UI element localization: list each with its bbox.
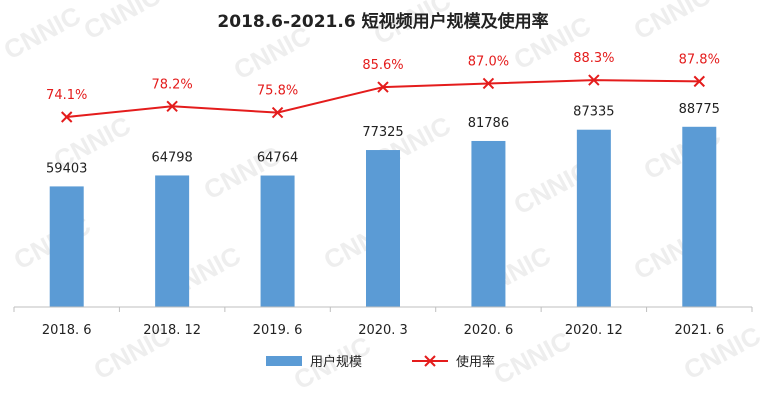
- usage-rate-label-5: 87.0%: [468, 54, 509, 69]
- chart-title: 2018.6-2021.6 短视频用户规模及使用率: [217, 11, 548, 32]
- x-tick-label-3: 2019. 6: [253, 323, 303, 338]
- marker-stroke: [61, 111, 73, 123]
- bar-value-label-1: 59403: [46, 161, 87, 176]
- watermark-text: CNNIC: [0, 0, 86, 65]
- legend-line-label: 使用率: [456, 354, 495, 370]
- legend-bar-label: 用户规模: [310, 354, 362, 370]
- bar-series: 59403 64798 64764 77325 81786 87335 88775: [46, 102, 720, 308]
- bar-4: [366, 150, 400, 307]
- bar-value-label-3: 64764: [257, 151, 298, 166]
- x-tick-label-5: 2020. 6: [464, 323, 514, 338]
- marker-stroke: [271, 106, 284, 119]
- marker-stroke: [377, 81, 389, 93]
- usage-rate-marker-4: [377, 81, 389, 93]
- usage-rate-label-6: 88.3%: [573, 51, 614, 66]
- x-axis: 2018. 6 2018. 12 2019. 6 2020. 3 2020. 6 2020…: [13, 306, 753, 338]
- usage-rate-label-3: 75.8%: [257, 84, 298, 99]
- bar-1: [49, 186, 84, 307]
- bar-3: [260, 175, 295, 307]
- marker-stroke: [482, 77, 495, 90]
- bar-5: [471, 140, 506, 307]
- legend-bar-swatch: [266, 356, 302, 366]
- watermark-text: CNNIC: [629, 0, 716, 45]
- legend: 用户规模 使用率: [266, 354, 495, 370]
- bar-2: [155, 175, 190, 307]
- x-tick-label-4: 2020. 3: [358, 323, 408, 338]
- bar-value-label-5: 81786: [468, 116, 509, 131]
- usage-rate-label-2: 78.2%: [151, 77, 192, 92]
- bar-value-label-4: 77325: [362, 125, 403, 140]
- usage-rate-marker-1: [61, 111, 73, 123]
- usage-rate-marker-6: [588, 74, 600, 86]
- x-tick-label-2: 2018. 12: [143, 323, 201, 338]
- watermark-text: CNNIC: [79, 0, 166, 45]
- marker-stroke: [166, 100, 178, 113]
- legend-line-marker: [424, 355, 436, 367]
- usage-rate-label-1: 74.1%: [46, 88, 87, 103]
- usage-rate-marker-7: [693, 75, 705, 88]
- bar-7: [682, 126, 717, 308]
- bar-value-label-7: 88775: [679, 102, 720, 117]
- usage-rate-label-7: 87.8%: [679, 52, 720, 67]
- x-tick-label-6: 2020. 12: [565, 323, 623, 338]
- marker-stroke: [588, 74, 600, 86]
- x-tick-label-7: 2021. 6: [674, 323, 724, 338]
- usage-rate-label-4: 85.6%: [362, 58, 403, 73]
- bar-value-label-6: 87335: [573, 105, 614, 120]
- bar-6: [576, 129, 611, 307]
- usage-rate-marker-3: [271, 106, 284, 119]
- bar-value-label-2: 64798: [151, 150, 192, 165]
- marker-stroke: [693, 75, 705, 88]
- x-tick-label-1: 2018. 6: [42, 323, 92, 338]
- usage-rate-series: 74.1% 78.2% 75.8% 85.6% 87.0% 88.3% 87.8%: [46, 51, 720, 123]
- usage-rate-marker-2: [166, 100, 178, 113]
- usage-rate-marker-5: [482, 77, 495, 90]
